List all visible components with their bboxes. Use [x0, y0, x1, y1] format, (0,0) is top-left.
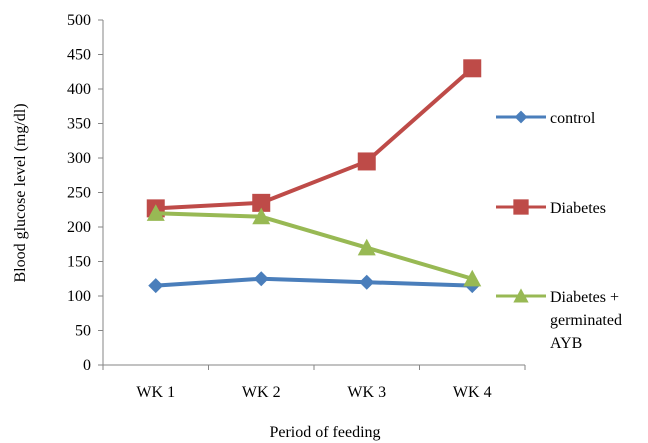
y-axis-title: Blood glucose level (mg/dl) — [12, 103, 29, 282]
data-point — [148, 278, 164, 294]
series-line — [153, 211, 475, 281]
y-tick-label: 450 — [67, 47, 91, 64]
y-tick-label: 400 — [67, 81, 91, 98]
data-point — [252, 207, 271, 225]
data-point — [463, 269, 482, 287]
legend-marker — [513, 199, 529, 215]
legend-label: Diabetes — [550, 200, 606, 217]
series-line — [153, 66, 475, 211]
legend-marker — [513, 288, 529, 303]
series-0 — [148, 271, 480, 294]
series-line — [153, 276, 475, 288]
data-point — [253, 271, 269, 287]
legend-entry: control — [496, 110, 596, 127]
data-point — [357, 152, 376, 171]
x-tick-label: WK 4 — [453, 384, 492, 401]
y-tick-label: 200 — [67, 219, 91, 236]
y-tick-label: 150 — [67, 254, 91, 271]
series-2 — [146, 204, 482, 287]
axes: 0 50 100 150 200 250 300 350 400 450 500 WK 1 WK 2 WK… — [67, 12, 526, 401]
data-point — [357, 238, 376, 256]
y-tick-label: 300 — [67, 150, 91, 167]
legend-marker — [514, 110, 528, 124]
x-axis-title: Period of feeding — [269, 424, 380, 441]
data-point — [463, 59, 482, 78]
x-tick-label: WK 2 — [242, 384, 281, 401]
legend-label: Diabetes + — [550, 289, 619, 306]
data-point — [359, 274, 375, 290]
y-tick-label: 100 — [67, 288, 91, 305]
legend-label: AYB — [550, 335, 582, 352]
y-tick-label: 350 — [67, 116, 91, 133]
series-layer — [146, 59, 482, 294]
data-point — [146, 204, 165, 221]
x-tick-label: WK 1 — [136, 384, 175, 401]
series-1 — [146, 59, 482, 218]
y-tick-label: 50 — [75, 323, 91, 340]
y-tick-label: 500 — [67, 12, 91, 29]
legend-entry: Diabetes — [496, 199, 606, 217]
legend: control Diabetes Diabetes + germinated AYB — [496, 110, 622, 352]
x-tick-label: WK 3 — [347, 384, 386, 401]
legend-label: germinated — [550, 312, 622, 329]
y-tick-label: 0 — [83, 357, 91, 374]
y-tick-label: 250 — [67, 185, 91, 202]
data-point — [252, 193, 271, 212]
legend-entry: Diabetes + germinated AYB — [496, 288, 622, 352]
legend-label: control — [550, 110, 596, 127]
